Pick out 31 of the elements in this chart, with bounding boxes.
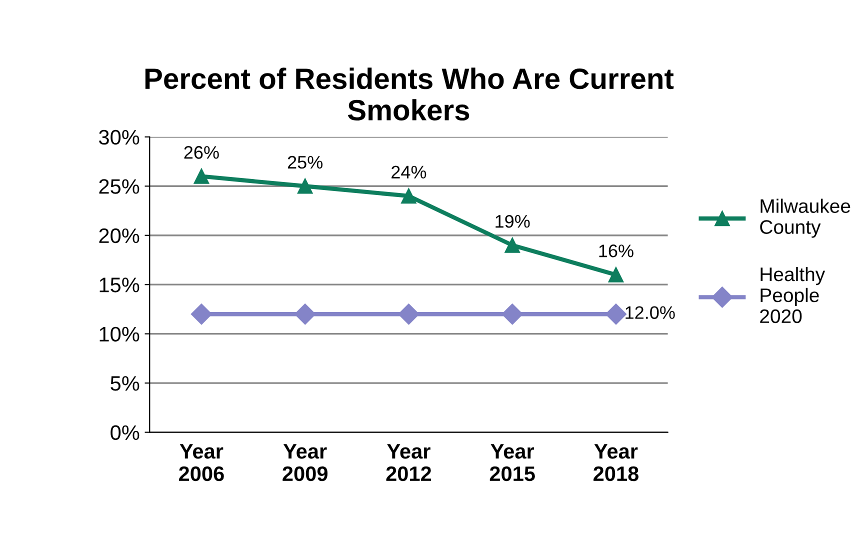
point xyxy=(502,304,523,325)
point xyxy=(194,168,210,184)
data-label: 25% xyxy=(288,156,323,169)
point xyxy=(401,188,416,204)
y-tick-label: 0% xyxy=(110,425,140,440)
chart-title: Percent of Residents Who Are Current Smokers xyxy=(145,68,674,121)
y-tick-label: 30% xyxy=(99,130,140,145)
y-tick-label: 5% xyxy=(110,376,140,391)
x-tick-label: Year 2012 xyxy=(386,444,432,482)
x-tick-label: Year 2018 xyxy=(594,444,639,482)
point xyxy=(398,304,420,325)
data-label: 24% xyxy=(392,166,426,178)
data-label: 26% xyxy=(184,146,219,159)
point xyxy=(608,267,624,282)
y-tick-label: 20% xyxy=(99,228,140,244)
legend-label: Milwaukee County xyxy=(760,198,850,238)
point xyxy=(190,304,212,325)
data-label: 12.0% xyxy=(626,306,675,319)
legend-label: Healthy People 2020 xyxy=(760,266,826,324)
y-tick-label: 15% xyxy=(100,278,140,292)
x-tick-label: Year 2006 xyxy=(179,444,224,482)
point xyxy=(297,178,313,194)
y-tick-label: 25% xyxy=(99,179,140,194)
point xyxy=(504,238,520,253)
point xyxy=(294,304,316,325)
x-tick-label: Year 2009 xyxy=(282,444,328,482)
x-tick-label: Year 2015 xyxy=(490,444,535,482)
data-label: 19% xyxy=(496,214,530,228)
y-tick-label: 10% xyxy=(100,326,140,342)
point xyxy=(605,304,626,325)
data-label: 16% xyxy=(599,244,634,258)
